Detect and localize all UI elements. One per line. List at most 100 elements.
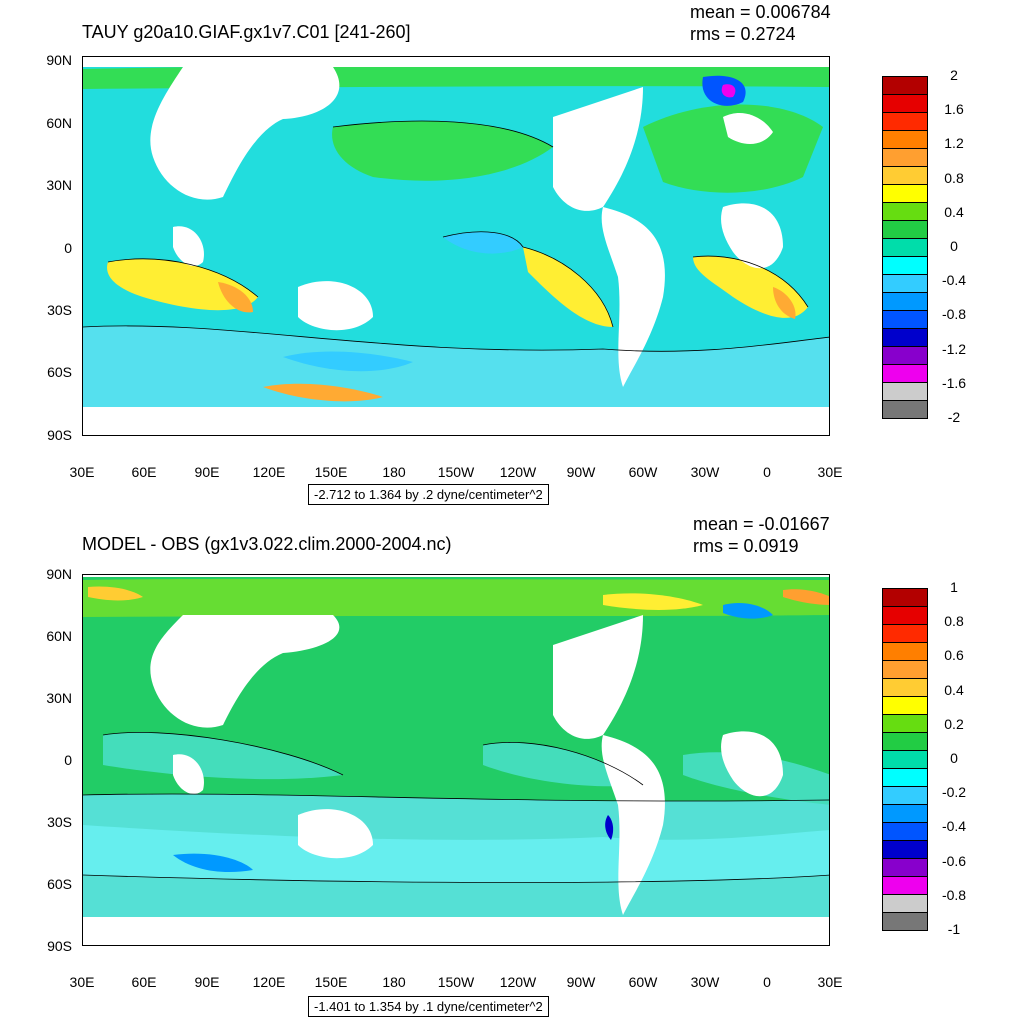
lat-label: 60S: [47, 876, 72, 892]
colorbar-cell: [882, 624, 928, 643]
range-label: -1.401 to 1.354 by .1 dyne/centimeter^2: [308, 996, 549, 1017]
colorbar-cell: [882, 76, 928, 95]
colorbar-cell: [882, 256, 928, 275]
lon-label: 150W: [437, 464, 475, 480]
colorbar-cell: [882, 660, 928, 679]
colorbar-cell: [882, 768, 928, 787]
colorbar-cell: [882, 606, 928, 625]
colorbar-cell: [882, 238, 928, 257]
map-field: [83, 575, 829, 945]
colorbar-label: -1: [947, 921, 961, 937]
colorbar-label: 0.8: [944, 169, 964, 186]
colorbar-cell: [882, 292, 928, 311]
colorbar-cell: [882, 588, 928, 607]
lon-label: 180: [382, 974, 406, 990]
colorbar-label: -2: [947, 409, 961, 425]
colorbar-label: -0.2: [941, 784, 967, 801]
lon-label: 0: [763, 974, 771, 990]
lon-label: 30W: [690, 464, 720, 480]
colorbar-label: 1: [950, 579, 958, 595]
colorbar-label: -0.4: [941, 272, 967, 289]
lat-label: 90N: [46, 52, 72, 68]
range-label: -2.712 to 1.364 by .2 dyne/centimeter^2: [308, 484, 549, 505]
colorbar-cell: [882, 804, 928, 823]
lon-label: 150E: [314, 974, 348, 990]
colorbar-cell: [882, 894, 928, 913]
lon-label: 150E: [314, 464, 348, 480]
lat-label: 60S: [47, 364, 72, 380]
colorbar-cell: [882, 364, 928, 383]
colorbar-label: 0.4: [944, 681, 964, 698]
rms-stat: rms = 0.0919: [693, 536, 799, 556]
lon-label: 120E: [252, 974, 286, 990]
mean-stat: mean = 0.006784: [690, 2, 831, 22]
lon-label: 150W: [437, 974, 475, 990]
lon-label: 30W: [690, 974, 720, 990]
lat-label: 30S: [47, 814, 72, 830]
colorbar-cell: [882, 678, 928, 697]
lon-label: 30E: [817, 974, 843, 990]
lon-label: 60W: [628, 974, 658, 990]
lat-label: 0: [64, 240, 72, 256]
colorbar-label: -0.8: [941, 886, 967, 903]
colorbar-label: -0.4: [941, 818, 967, 835]
panel-bottom: MODEL - OBS (gx1v3.022.clim.2000-2004.nc…: [0, 512, 1024, 1024]
colorbar-label: 2: [950, 67, 958, 83]
lat-label: 0: [64, 752, 72, 768]
colorbar-cell: [882, 202, 928, 221]
lon-label: 90W: [566, 974, 596, 990]
colorbar-label: -1.6: [941, 374, 967, 391]
colorbar-label: 1.2: [944, 135, 964, 152]
lon-label: 0: [763, 464, 771, 480]
colorbar-cell: [882, 696, 928, 715]
colorbar-cell: [882, 786, 928, 805]
colorbar-cell: [882, 184, 928, 203]
lon-label: 30E: [817, 464, 843, 480]
lon-label: 90W: [566, 464, 596, 480]
lon-label: 90E: [194, 464, 220, 480]
colorbar-cell: [882, 166, 928, 185]
colorbar-cell: [882, 400, 928, 419]
lon-label: 120W: [499, 464, 537, 480]
colorbar-label: -1.2: [941, 340, 967, 357]
map-field: [83, 57, 829, 435]
colorbar-cell: [882, 732, 928, 751]
colorbar-cell: [882, 328, 928, 347]
lat-label: 30S: [47, 302, 72, 318]
colorbar-cell: [882, 822, 928, 841]
colorbar-cell: [882, 876, 928, 895]
lat-label: 60N: [46, 115, 72, 131]
colorbar-cell: [882, 94, 928, 113]
lat-label: 90N: [46, 566, 72, 582]
lon-label: 60E: [131, 974, 157, 990]
colorbar-cell: [882, 310, 928, 329]
colorbar-label: 0.2: [944, 715, 964, 732]
colorbar-label: 0: [950, 750, 958, 766]
lon-label: 120E: [252, 464, 286, 480]
map-plot: [82, 574, 830, 946]
lat-label: 90S: [47, 938, 72, 954]
colorbar-cell: [882, 642, 928, 661]
map-plot: [82, 56, 830, 436]
mean-stat: mean = -0.01667: [693, 514, 830, 534]
colorbar-cell: [882, 274, 928, 293]
colorbar-cell: [882, 714, 928, 733]
rms-stat: rms = 0.2724: [690, 24, 796, 44]
colorbar-label: 0.6: [944, 647, 964, 664]
panel-title: MODEL - OBS (gx1v3.022.clim.2000-2004.nc…: [82, 534, 452, 554]
panel-top: TAUY g20a10.GIAF.gx1v7.C01 [241-260] mea…: [46, 2, 966, 505]
lat-label: 30N: [46, 690, 72, 706]
colorbar-cell: [882, 840, 928, 859]
colorbar-label: 1.6: [944, 101, 964, 118]
colorbar-cell: [882, 148, 928, 167]
lon-label: 120W: [499, 974, 537, 990]
lat-label: 30N: [46, 177, 72, 193]
colorbar-label: 0.8: [944, 613, 964, 630]
colorbar-label: -0.8: [941, 306, 967, 323]
colorbar-cell: [882, 912, 928, 931]
lon-label: 30E: [69, 974, 95, 990]
colorbar: 2 1.6 1.2 0.8 0.4 0 -0.4 -0.8 -1.2 -1.6 -2: [882, 67, 966, 425]
colorbar-label: 0.4: [944, 203, 964, 220]
colorbar-cell: [882, 750, 928, 769]
lat-label: 60N: [46, 628, 72, 644]
